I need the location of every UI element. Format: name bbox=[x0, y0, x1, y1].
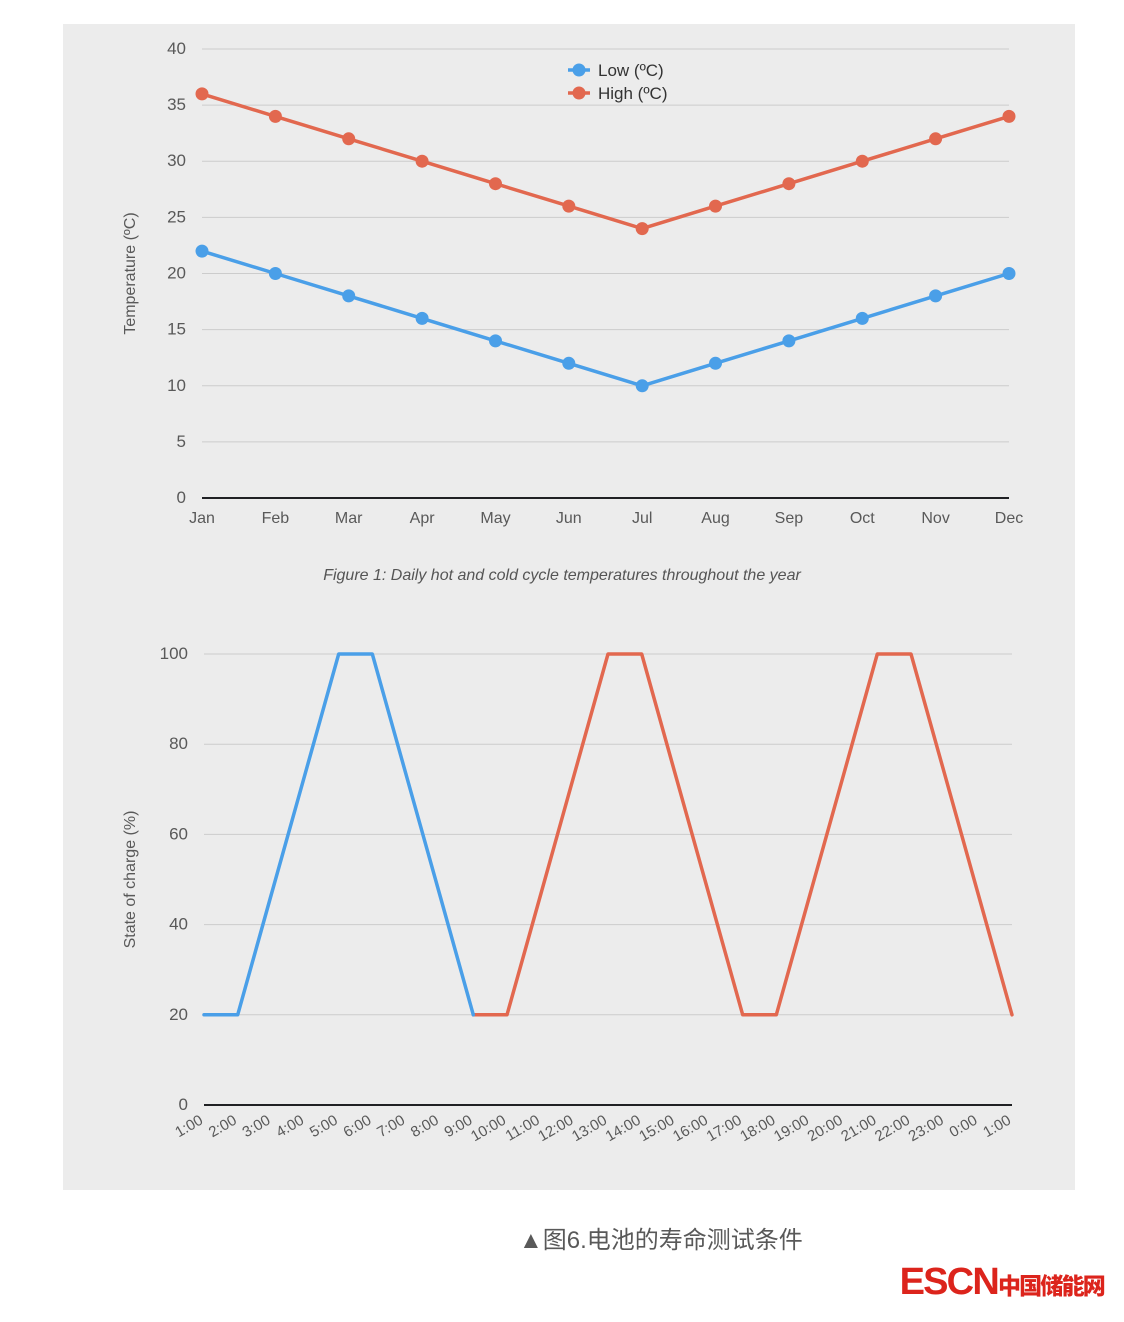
svg-text:Temperature (ºC): Temperature (ºC) bbox=[122, 212, 139, 334]
svg-text:Low (ºC): Low (ºC) bbox=[598, 61, 664, 80]
svg-text:20: 20 bbox=[169, 1005, 188, 1024]
svg-text:5:00: 5:00 bbox=[307, 1112, 341, 1141]
svg-text:Feb: Feb bbox=[262, 510, 290, 527]
svg-text:6:00: 6:00 bbox=[341, 1112, 375, 1141]
svg-text:0: 0 bbox=[179, 1095, 188, 1114]
svg-text:14:00: 14:00 bbox=[603, 1112, 644, 1145]
svg-text:19:00: 19:00 bbox=[771, 1112, 812, 1145]
svg-text:4:00: 4:00 bbox=[273, 1112, 307, 1141]
svg-text:1:00: 1:00 bbox=[172, 1112, 206, 1141]
svg-text:21:00: 21:00 bbox=[838, 1112, 879, 1145]
svg-text:15: 15 bbox=[167, 320, 186, 339]
svg-text:2:00: 2:00 bbox=[206, 1112, 240, 1141]
svg-text:0:00: 0:00 bbox=[947, 1112, 981, 1141]
svg-text:35: 35 bbox=[167, 95, 186, 114]
svg-text:17:00: 17:00 bbox=[704, 1112, 745, 1145]
svg-text:May: May bbox=[480, 510, 510, 527]
svg-text:1:00: 1:00 bbox=[980, 1112, 1014, 1141]
svg-text:20: 20 bbox=[167, 264, 186, 283]
svg-text:11:00: 11:00 bbox=[503, 1112, 543, 1145]
svg-text:9:00: 9:00 bbox=[442, 1112, 476, 1141]
svg-text:40: 40 bbox=[169, 915, 188, 934]
svg-text:13:00: 13:00 bbox=[569, 1112, 610, 1145]
svg-text:40: 40 bbox=[167, 39, 186, 58]
svg-text:100: 100 bbox=[160, 644, 188, 663]
svg-text:7:00: 7:00 bbox=[374, 1112, 408, 1141]
svg-text:8:00: 8:00 bbox=[408, 1112, 442, 1141]
svg-text:10: 10 bbox=[167, 376, 186, 395]
svg-text:3:00: 3:00 bbox=[240, 1112, 274, 1141]
svg-text:0: 0 bbox=[177, 488, 186, 507]
svg-text:Sep: Sep bbox=[775, 510, 804, 527]
svg-text:18:00: 18:00 bbox=[737, 1112, 778, 1145]
svg-text:80: 80 bbox=[169, 734, 188, 753]
svg-text:Jan: Jan bbox=[189, 510, 215, 527]
svg-text:Dec: Dec bbox=[995, 510, 1023, 527]
svg-text:High (ºC): High (ºC) bbox=[598, 84, 668, 103]
svg-text:Jun: Jun bbox=[556, 510, 582, 527]
svg-text:12:00: 12:00 bbox=[535, 1112, 576, 1145]
svg-text:25: 25 bbox=[167, 207, 186, 226]
svg-text:23:00: 23:00 bbox=[906, 1112, 947, 1145]
svg-text:20:00: 20:00 bbox=[805, 1112, 846, 1145]
svg-text:15:00: 15:00 bbox=[636, 1112, 677, 1145]
svg-text:Oct: Oct bbox=[850, 510, 875, 527]
svg-text:10:00: 10:00 bbox=[468, 1112, 509, 1145]
svg-text:Apr: Apr bbox=[410, 510, 436, 527]
svg-text:Nov: Nov bbox=[921, 510, 949, 527]
svg-text:30: 30 bbox=[167, 151, 186, 170]
svg-text:16:00: 16:00 bbox=[670, 1112, 711, 1145]
svg-text:60: 60 bbox=[169, 824, 188, 843]
svg-text:State of charge (%): State of charge (%) bbox=[122, 811, 139, 949]
svg-text:Aug: Aug bbox=[701, 510, 729, 527]
svg-text:22:00: 22:00 bbox=[872, 1112, 913, 1145]
svg-text:Mar: Mar bbox=[335, 510, 363, 527]
svg-text:5: 5 bbox=[177, 432, 186, 451]
svg-text:Jul: Jul bbox=[632, 510, 652, 527]
